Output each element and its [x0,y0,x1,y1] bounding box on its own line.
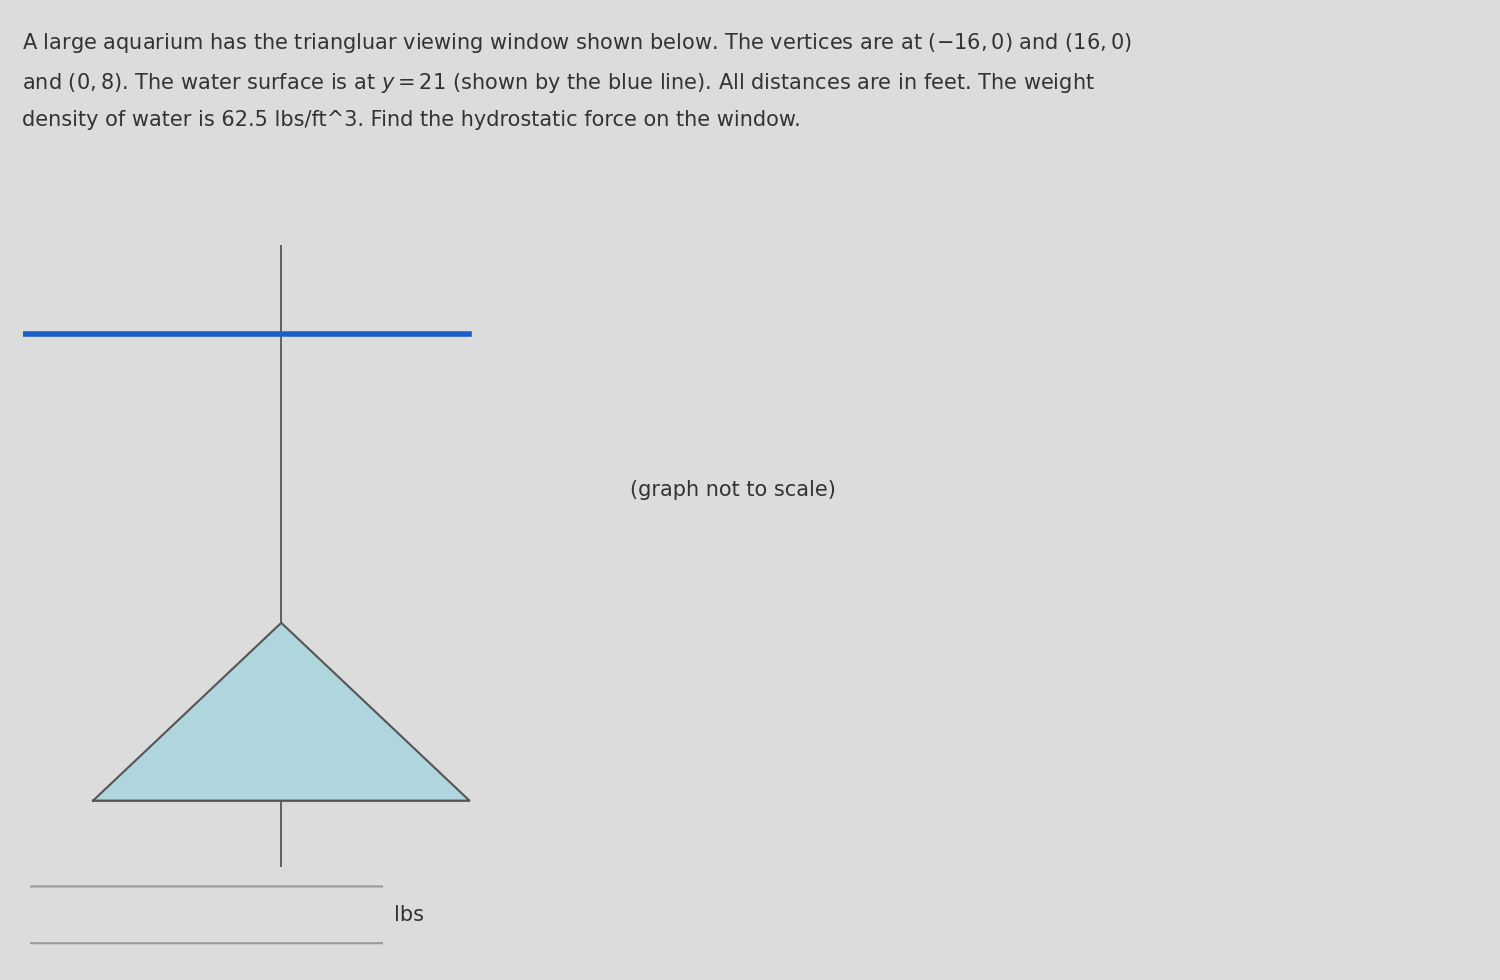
Text: A large aquarium has the triangluar viewing window shown below. The vertices are: A large aquarium has the triangluar view… [22,31,1132,55]
Polygon shape [93,623,470,801]
Text: lbs: lbs [394,906,424,925]
Text: (graph not to scale): (graph not to scale) [630,480,836,500]
Text: density of water is 62.5 lbs/ft^3. Find the hydrostatic force on the window.: density of water is 62.5 lbs/ft^3. Find … [22,110,801,129]
FancyBboxPatch shape [20,887,393,943]
Text: and $(0, 8)$. The water surface is at $y = 21$ (shown by the blue line). All dis: and $(0, 8)$. The water surface is at $y… [22,71,1095,94]
